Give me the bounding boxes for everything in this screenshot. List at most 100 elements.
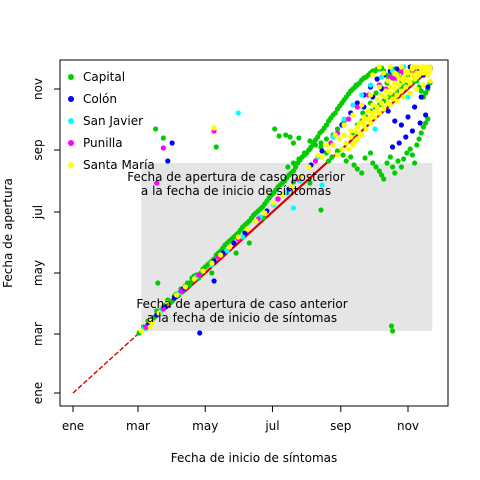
data-point-capital	[307, 146, 313, 152]
data-point-colon	[396, 140, 402, 146]
y-tick-label: mar	[31, 322, 45, 346]
data-point-santa-maria	[392, 80, 398, 86]
data-point-capital	[315, 134, 321, 140]
data-point-santa-maria	[387, 90, 393, 96]
data-point-santa-maria	[418, 68, 424, 74]
data-point-santa-maria	[226, 244, 233, 250]
data-point-colon	[418, 94, 424, 100]
data-point-capital	[416, 136, 422, 142]
data-point-santa-maria	[182, 284, 189, 290]
data-point-capital	[423, 120, 429, 126]
data-point-colon	[169, 140, 175, 146]
legend-label: Colón	[83, 92, 117, 106]
legend-label: Capital	[83, 70, 125, 84]
data-point-punilla	[312, 158, 319, 164]
data-point-santa-maria	[414, 86, 420, 92]
data-point-santa-maria	[211, 125, 217, 131]
data-point-santa-maria	[427, 68, 433, 74]
data-point-santa-maria	[345, 146, 352, 152]
data-point-santa-maria	[396, 82, 402, 88]
data-point-santa-maria	[359, 102, 365, 108]
data-point-san-javier	[240, 234, 246, 240]
data-point-santa-maria	[363, 126, 369, 132]
data-point-capital	[290, 168, 296, 174]
data-point-colon	[392, 118, 398, 124]
data-point-capital	[233, 250, 239, 256]
data-point-santa-maria	[306, 164, 312, 170]
data-point-capital	[418, 88, 424, 94]
data-point-capital	[412, 160, 418, 166]
y-tick-label: jul	[31, 205, 45, 220]
data-point-santa-maria	[414, 74, 420, 80]
data-point-capital	[155, 280, 161, 286]
data-point-colon	[197, 330, 203, 336]
data-point-santa-maria	[200, 268, 206, 274]
data-point-capital	[384, 160, 390, 166]
data-point-colon	[403, 134, 409, 140]
data-point-colon	[412, 104, 418, 110]
data-point-capital	[326, 158, 332, 164]
data-point-santa-maria	[400, 78, 407, 84]
data-point-santa-maria	[370, 72, 376, 78]
data-point-santa-maria	[279, 192, 285, 198]
data-point-capital	[388, 323, 395, 329]
data-point-san-javier	[378, 74, 385, 80]
data-point-santa-maria	[352, 138, 358, 144]
data-point-capital	[332, 110, 338, 116]
data-point-capital	[318, 207, 324, 213]
data-point-santa-maria	[297, 174, 303, 180]
data-point-punilla	[196, 272, 202, 278]
data-point-santa-maria	[378, 100, 385, 106]
data-point-santa-maria	[376, 64, 382, 70]
data-point-capital	[404, 150, 410, 156]
data-point-santa-maria	[403, 84, 409, 90]
data-point-santa-maria	[315, 152, 321, 158]
data-point-santa-maria	[374, 96, 380, 102]
annotation-upper-line2: a la fecha de inicio de síntomas	[141, 184, 331, 198]
data-point-punilla	[160, 306, 166, 312]
legend-label: San Javier	[83, 114, 143, 128]
data-point-capital	[276, 133, 282, 139]
data-point-santa-maria	[350, 142, 356, 148]
data-point-capital	[420, 124, 427, 130]
data-point-santa-maria	[394, 92, 400, 98]
data-point-capital	[367, 150, 374, 156]
data-point-san-javier	[284, 190, 290, 196]
data-point-santa-maria	[383, 88, 389, 94]
data-point-santa-maria	[381, 70, 387, 76]
data-point-santa-maria	[418, 64, 424, 70]
data-point-santa-maria	[420, 82, 427, 88]
data-point-santa-maria	[209, 260, 215, 266]
data-point-santa-maria	[374, 108, 380, 114]
data-point-colon	[405, 114, 411, 120]
data-point-colon	[389, 144, 396, 150]
data-point-santa-maria	[427, 78, 433, 84]
data-point-capital	[409, 152, 416, 158]
data-point-santa-maria	[372, 114, 378, 120]
data-point-colon	[417, 120, 423, 126]
x-tick-label: sep	[330, 419, 351, 433]
data-point-colon	[423, 112, 429, 118]
legend-marker	[68, 140, 74, 146]
data-point-san-javier	[359, 92, 365, 98]
data-point-colon	[231, 240, 237, 246]
data-point-capital	[389, 328, 396, 334]
data-point-santa-maria	[423, 64, 429, 70]
data-point-capital	[318, 144, 324, 150]
data-point-santa-maria	[365, 108, 371, 114]
data-point-capital	[398, 164, 404, 170]
legend-marker	[68, 118, 74, 124]
data-point-santa-maria	[341, 132, 347, 138]
data-point-santa-maria	[323, 142, 330, 148]
data-point-colon	[319, 148, 325, 154]
data-point-santa-maria	[392, 70, 398, 76]
data-point-colon	[354, 100, 360, 106]
data-point-santa-maria	[356, 130, 363, 136]
y-tick-label: ene	[31, 382, 45, 404]
data-point-capital	[370, 160, 376, 166]
data-point-capital	[334, 126, 341, 132]
data-point-santa-maria	[339, 146, 345, 152]
data-point-santa-maria	[409, 64, 416, 70]
data-point-santa-maria	[407, 90, 413, 96]
data-point-san-javier	[341, 116, 347, 122]
